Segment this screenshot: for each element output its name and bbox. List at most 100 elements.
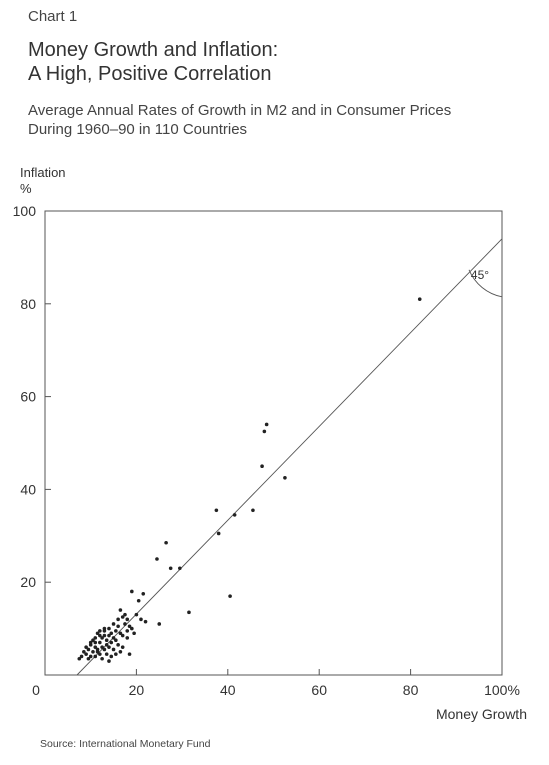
data-point	[93, 640, 98, 645]
data-point	[264, 422, 269, 427]
data-point	[84, 652, 88, 656]
data-point	[125, 636, 130, 640]
data-point	[164, 540, 168, 545]
data-point	[118, 608, 123, 612]
data-point	[120, 633, 125, 638]
data-point	[143, 619, 148, 624]
data-point	[107, 633, 111, 638]
x-tick-label: 80	[403, 682, 419, 698]
data-point	[417, 297, 422, 301]
data-point	[79, 654, 84, 659]
data-point	[93, 636, 98, 640]
data-point	[260, 464, 264, 469]
data-point	[109, 654, 114, 659]
data-point	[228, 594, 232, 598]
data-point	[123, 612, 127, 617]
data-point	[95, 631, 100, 636]
x-tick-label: 20	[129, 682, 145, 698]
y-tick-label: 20	[20, 574, 36, 590]
data-point	[102, 647, 107, 652]
plot-frame	[44, 210, 503, 676]
data-point	[123, 622, 127, 626]
data-point	[139, 617, 143, 622]
data-point	[120, 615, 125, 619]
data-point	[100, 656, 104, 661]
y-tick-label: 60	[20, 389, 36, 405]
y-axis-unit: %	[20, 181, 32, 196]
data-point	[130, 626, 134, 631]
data-point	[114, 638, 118, 642]
data-point	[86, 656, 91, 661]
data-point	[98, 640, 102, 645]
data-point	[91, 638, 95, 642]
data-point	[114, 629, 118, 633]
data-point	[100, 645, 104, 649]
data-point	[82, 650, 86, 654]
data-point	[157, 622, 162, 626]
data-point	[283, 476, 287, 480]
data-point	[120, 645, 125, 649]
data-point	[114, 652, 118, 656]
data-point	[118, 631, 123, 636]
source-note: Source: International Monetary Fund	[40, 738, 211, 750]
data-point	[127, 624, 132, 629]
x-tick-label: 0	[32, 682, 40, 698]
data-point	[125, 617, 130, 622]
data-point	[116, 643, 120, 647]
data-point	[132, 631, 136, 636]
data-point	[88, 654, 93, 659]
data-point	[134, 612, 139, 617]
data-point	[107, 626, 111, 631]
angle-annotation: 45°	[471, 268, 489, 282]
data-point	[93, 645, 98, 649]
data-point	[262, 429, 267, 434]
data-point	[102, 633, 107, 638]
data-point	[111, 647, 116, 652]
y-tick-label: 100	[13, 203, 37, 219]
data-point	[104, 643, 109, 647]
data-point	[141, 592, 146, 596]
data-point	[102, 629, 107, 633]
data-point	[95, 647, 100, 652]
data-point	[91, 650, 95, 654]
data-point	[116, 617, 120, 622]
data-point	[232, 513, 237, 517]
data-point	[93, 654, 98, 659]
data-point	[130, 589, 134, 594]
data-point	[168, 566, 173, 571]
data-point	[111, 622, 116, 626]
data-point	[214, 508, 219, 513]
data-point	[86, 647, 91, 652]
data-point	[88, 640, 93, 645]
x-axis-label: Money Growth	[435, 706, 527, 722]
data-point	[111, 636, 116, 640]
data-point	[127, 652, 132, 656]
data-point	[116, 624, 120, 629]
data-point	[187, 610, 191, 615]
chart-title: Money Growth and Inflation: A High, Posi…	[28, 39, 279, 85]
x-tick-label: 100%	[484, 682, 520, 698]
data-point	[107, 645, 111, 649]
data-point	[216, 531, 221, 536]
reference-line-45	[76, 238, 503, 676]
data-point	[98, 633, 102, 638]
data-point	[118, 650, 123, 654]
data-point	[107, 659, 111, 663]
x-tick-label: 40	[220, 682, 236, 698]
data-point	[109, 640, 114, 645]
chart-subtitle: Average Annual Rates of Growth in M2 and…	[28, 102, 452, 138]
y-axis-label: Inflation	[20, 165, 66, 180]
data-point	[178, 566, 182, 571]
data-point	[100, 636, 104, 640]
y-tick-label: 80	[20, 296, 36, 312]
data-point	[104, 652, 109, 656]
data-point	[155, 557, 159, 561]
data-point	[136, 598, 141, 603]
data-point	[77, 656, 82, 661]
data-point	[104, 638, 109, 642]
data-point	[84, 645, 88, 649]
angle-arc	[468, 269, 503, 298]
data-point	[109, 631, 114, 636]
y-tick-label: 40	[20, 481, 36, 497]
